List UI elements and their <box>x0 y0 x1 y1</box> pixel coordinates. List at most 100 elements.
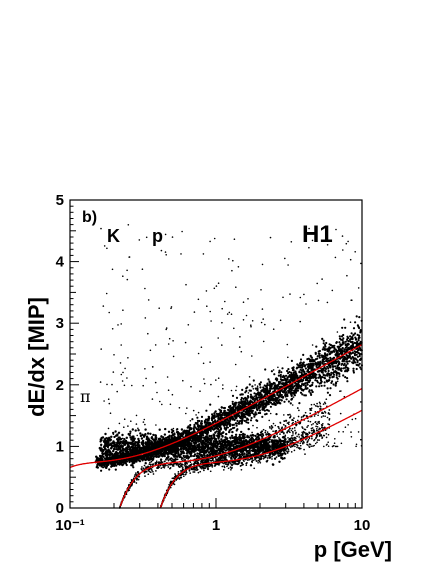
data-point <box>287 368 290 371</box>
data-point <box>277 425 279 428</box>
data-point <box>298 436 301 438</box>
data-point <box>235 424 238 427</box>
data-point <box>178 407 181 409</box>
data-point <box>235 385 238 388</box>
data-point <box>190 463 193 465</box>
data-point <box>256 419 259 422</box>
data-point <box>258 392 261 395</box>
data-point <box>342 364 345 367</box>
data-point <box>274 385 277 388</box>
data-point <box>240 396 243 400</box>
data-point <box>318 354 321 357</box>
data-point <box>305 438 307 441</box>
data-point <box>167 466 170 468</box>
data-point <box>338 368 341 371</box>
data-point <box>229 462 232 464</box>
data-point <box>214 424 217 427</box>
data-point <box>290 376 293 379</box>
data-point <box>306 383 309 386</box>
data-point <box>339 357 342 360</box>
data-point <box>324 370 327 373</box>
data-point <box>302 370 305 373</box>
data-point <box>118 463 121 466</box>
data-point <box>327 433 330 436</box>
data-point <box>251 320 254 322</box>
data-point <box>328 376 331 379</box>
data-point <box>200 415 204 418</box>
data-point <box>150 460 153 463</box>
data-point <box>304 384 307 387</box>
data-point <box>238 411 241 414</box>
data-point <box>133 475 136 478</box>
data-point <box>242 415 245 418</box>
data-point <box>196 416 199 419</box>
data-point <box>282 431 284 434</box>
data-point <box>137 427 139 430</box>
data-point <box>199 470 202 473</box>
data-point <box>254 384 256 386</box>
data-point <box>307 424 309 427</box>
data-point <box>300 434 303 436</box>
data-point <box>311 390 314 394</box>
data-point <box>246 461 248 464</box>
data-point <box>252 388 255 390</box>
data-point <box>178 465 180 468</box>
data-point <box>351 351 354 354</box>
data-point <box>170 480 172 483</box>
data-point <box>219 459 221 462</box>
data-point <box>197 428 200 431</box>
data-point <box>219 415 222 419</box>
data-point <box>357 339 360 342</box>
data-point <box>359 329 362 332</box>
data-point <box>324 415 326 418</box>
data-point <box>325 436 328 439</box>
data-point <box>219 410 222 413</box>
data-point <box>302 361 305 364</box>
data-point <box>206 430 209 433</box>
data-point <box>148 463 151 466</box>
data-point <box>317 361 320 364</box>
data-point <box>325 444 328 446</box>
data-point <box>99 458 102 461</box>
data-point <box>314 358 317 361</box>
data-point <box>333 360 336 363</box>
data-point <box>325 432 328 435</box>
data-point <box>151 469 153 472</box>
data-point <box>214 464 217 467</box>
data-point <box>280 431 283 434</box>
data-point <box>321 362 324 365</box>
data-point <box>328 346 331 350</box>
data-point <box>290 393 293 396</box>
data-point <box>354 351 357 354</box>
data-point <box>290 451 293 453</box>
data-point <box>318 356 321 359</box>
data-point <box>127 425 129 427</box>
data-point <box>278 437 280 439</box>
data-point <box>220 413 223 417</box>
data-point <box>297 407 299 409</box>
data-point <box>180 476 183 479</box>
data-point <box>337 360 340 363</box>
data-point <box>298 362 302 365</box>
data-point <box>344 369 347 372</box>
data-point <box>305 303 307 305</box>
data-point <box>217 422 220 425</box>
data-point <box>316 441 318 444</box>
data-point <box>165 328 167 331</box>
data-point <box>329 366 332 369</box>
data-point <box>131 462 134 465</box>
data-point <box>115 456 118 459</box>
data-point <box>264 431 267 434</box>
data-point <box>144 459 147 462</box>
data-point <box>310 364 313 367</box>
data-point <box>356 355 359 358</box>
data-point <box>204 466 206 468</box>
data-point <box>249 401 252 404</box>
data-point <box>330 373 333 376</box>
data-point <box>111 383 113 386</box>
data-point <box>310 423 313 426</box>
data-point <box>211 466 214 468</box>
data-point <box>316 379 319 382</box>
data-point <box>331 362 334 365</box>
data-point <box>189 465 191 467</box>
